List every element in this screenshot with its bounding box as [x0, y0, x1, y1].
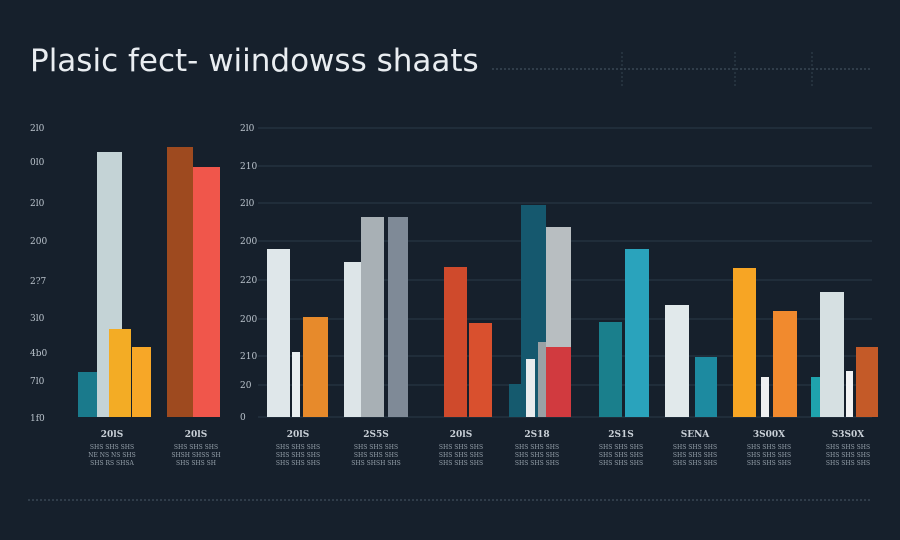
y-tick-label-right: 220 — [240, 276, 257, 286]
bar — [733, 268, 756, 417]
bar — [388, 217, 408, 417]
category-sublabel: SHS SHS SHS — [515, 444, 559, 451]
chart-title: Plasic fect- wiindowss shaats — [30, 43, 479, 79]
bar — [538, 342, 549, 417]
bar — [665, 305, 689, 417]
bar — [193, 167, 220, 417]
category-sublabel: SHS SHS SHS — [90, 444, 134, 451]
category-label: 2S18 — [524, 430, 549, 440]
bar — [546, 347, 571, 417]
category-sublabel: SHS SHS SHS — [826, 444, 870, 451]
y-tick-label-left: 7l0 — [30, 377, 45, 387]
y-tick-label-right: 210 — [240, 162, 257, 172]
category-sublabel: SHS SHS SHS — [747, 444, 791, 451]
category-sublabel: SHS SHS SHS — [439, 444, 483, 451]
category-sublabel: SHSH SHSS SH — [171, 452, 220, 459]
category-label: 2S5S — [363, 430, 389, 440]
bar — [267, 249, 290, 417]
y-tick-label-right: 2l0 — [240, 124, 255, 134]
y-tick-label-right: 210 — [240, 352, 257, 362]
bar — [344, 262, 366, 417]
bar — [820, 292, 844, 417]
category-label: 20lS — [185, 430, 207, 440]
y-tick-label-left: 2l0 — [30, 199, 45, 209]
y-tick-label-right: 2l0 — [240, 199, 255, 209]
category-sublabel: SHS SHS SHS — [439, 452, 483, 459]
bar — [695, 357, 717, 417]
y-tick-label-left: 2?7 — [30, 277, 47, 287]
category-sublabel: SHS SHS SHS — [599, 444, 643, 451]
y-tick-label-left: 4b0 — [30, 349, 47, 359]
category-sublabel: NE NS NS SHS — [88, 452, 136, 459]
y-tick-label-right: 0 — [240, 413, 246, 423]
bar — [303, 317, 328, 417]
bar — [361, 217, 384, 417]
category-sublabel: SHS SHS SHS — [276, 452, 320, 459]
bar — [773, 311, 797, 417]
y-tick-label-left: 2l0 — [30, 124, 45, 134]
category-label: SENA — [681, 430, 711, 440]
category-sublabel: SHS SHS SHS — [747, 460, 791, 467]
category-sublabel: SHS SHS SH — [176, 460, 216, 467]
category-sublabel: SHS SHS SHS — [515, 460, 559, 467]
y-tick-label-left: 200 — [30, 237, 47, 247]
category-sublabel: SHS SHS SHS — [599, 452, 643, 459]
category-sublabel: SHS SHS SHS — [354, 452, 398, 459]
category-sublabel: SHS SHS SHS — [276, 444, 320, 451]
y-tick-label-left: 0l0 — [30, 158, 45, 168]
y-tick-label-right: 200 — [240, 237, 257, 247]
bars-layer — [78, 147, 878, 417]
category-label: 2S1S — [608, 430, 634, 440]
bar — [599, 322, 622, 417]
category-label: 20lS — [287, 430, 309, 440]
bar — [292, 352, 300, 417]
bar — [856, 347, 878, 417]
category-sublabel: SHS SHS SHS — [673, 452, 717, 459]
category-label: S3S0X — [832, 430, 865, 440]
category-sublabel: SHS SHS SHS — [673, 460, 717, 467]
category-label: 20lS — [101, 430, 123, 440]
category-label: 3S00X — [753, 430, 785, 440]
category-sublabel: SHS SHS SHS — [174, 444, 218, 451]
y-tick-label-left: 3l0 — [30, 314, 45, 324]
y-tick-label-left: 1f0 — [30, 414, 45, 424]
bar — [132, 347, 151, 417]
bar — [78, 372, 97, 417]
bar — [846, 371, 853, 417]
bar — [526, 359, 535, 417]
tick-labels: 1f0 7l0 4b0 3l0 2?7 200 2l0 0l0 2l0 0 20 210 200 220 2… — [30, 124, 257, 424]
bar — [509, 384, 521, 417]
category-sublabel: SHS SHS SHS — [826, 460, 870, 467]
category-sublabel: SHS SHS SHS — [747, 452, 791, 459]
category-sublabel: SHS SHS SHS — [673, 444, 717, 451]
category-sublabel: SHS SHSH SHS — [351, 460, 400, 467]
category-sublabel: SHS SHS SHS — [599, 460, 643, 467]
category-sublabel: SHS SHS SHS — [354, 444, 398, 451]
y-tick-label-right: 20 — [240, 381, 252, 391]
bar — [109, 329, 131, 417]
category-label: 20lS — [450, 430, 472, 440]
category-sublabel: SHS SHS SHS — [276, 460, 320, 467]
bar — [761, 377, 769, 417]
category-sublabel: SHS SHS SHS — [515, 452, 559, 459]
category-sublabel: SHS SHS SHS — [826, 452, 870, 459]
category-sublabel: SHS SHS SHS — [439, 460, 483, 467]
category-sublabel: SHS RS SHSA — [90, 460, 134, 467]
y-tick-label-right: 200 — [240, 315, 257, 325]
bar — [625, 249, 649, 417]
bar — [167, 147, 193, 417]
bar — [469, 323, 492, 417]
bar — [444, 267, 467, 417]
